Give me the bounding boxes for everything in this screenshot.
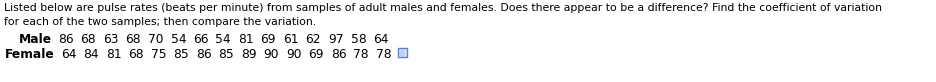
Text: 89: 89 — [241, 48, 256, 61]
Text: 86: 86 — [196, 48, 212, 61]
Text: Listed below are pulse rates (beats per minute) from samples of adult males and : Listed below are pulse rates (beats per … — [4, 3, 882, 13]
Text: 69: 69 — [309, 48, 324, 61]
Text: 86: 86 — [58, 33, 74, 46]
Text: 81: 81 — [106, 48, 122, 61]
Text: 54: 54 — [215, 33, 231, 46]
Text: Female: Female — [6, 48, 55, 61]
Text: 63: 63 — [103, 33, 119, 46]
Text: 90: 90 — [286, 48, 301, 61]
Text: 78: 78 — [354, 48, 369, 61]
Text: 85: 85 — [218, 48, 234, 61]
Text: 62: 62 — [305, 33, 321, 46]
Text: 66: 66 — [193, 33, 209, 46]
Text: 85: 85 — [173, 48, 189, 61]
Text: 69: 69 — [260, 33, 276, 46]
Text: 81: 81 — [238, 33, 254, 46]
Text: 90: 90 — [264, 48, 279, 61]
Text: 61: 61 — [283, 33, 299, 46]
Bar — [398, 48, 406, 57]
Text: 70: 70 — [148, 33, 164, 46]
Text: 58: 58 — [350, 33, 366, 46]
Bar — [399, 50, 405, 56]
Text: 75: 75 — [151, 48, 167, 61]
Text: 84: 84 — [83, 48, 99, 61]
Text: 86: 86 — [331, 48, 346, 61]
Text: 68: 68 — [128, 48, 144, 61]
Text: 64: 64 — [373, 33, 388, 46]
Text: for each of the two samples; then compare the variation.: for each of the two samples; then compar… — [4, 17, 316, 27]
Text: Male: Male — [19, 33, 52, 46]
Text: 54: 54 — [170, 33, 186, 46]
Text: 68: 68 — [80, 33, 96, 46]
Text: 97: 97 — [328, 33, 344, 46]
Text: 64: 64 — [61, 48, 77, 61]
Text: 78: 78 — [376, 48, 391, 61]
Text: 68: 68 — [125, 33, 141, 46]
